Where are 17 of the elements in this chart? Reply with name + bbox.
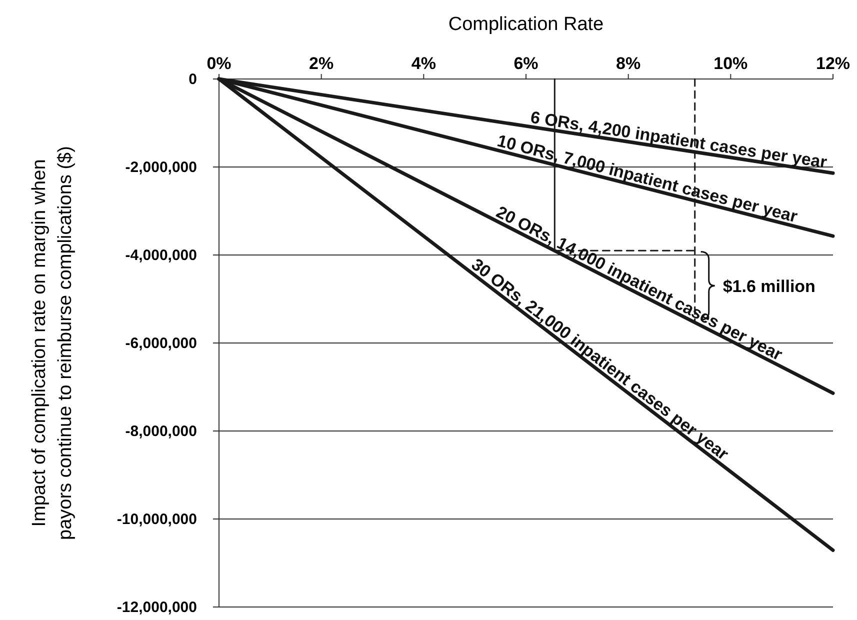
- y-tick-label: 0: [188, 71, 197, 88]
- x-tick-label: 10%: [714, 54, 748, 73]
- y-tick-label: -6,000,000: [125, 335, 197, 352]
- x-axis-title: Complication Rate: [448, 14, 604, 35]
- y-tick-label: -12,000,000: [116, 599, 197, 616]
- x-tick-label: 2%: [309, 54, 334, 73]
- y-tick-label: -4,000,000: [125, 247, 197, 264]
- y-tick-label: -8,000,000: [125, 423, 197, 440]
- x-tick-label: 12%: [816, 54, 850, 73]
- annotation: $1.6 million: [722, 276, 816, 296]
- x-tick-label: 4%: [411, 54, 436, 73]
- y-tick-label: -2,000,000: [125, 159, 197, 176]
- x-tick-label: 6%: [514, 54, 538, 73]
- y-tick-label: -10,000,000: [116, 511, 197, 528]
- x-tick-label: 0%: [206, 54, 232, 73]
- x-tick-label: 8%: [616, 54, 641, 73]
- y-axis-title: Impact of complication rate on margin when payors continue to reimburse complications ($): [29, 146, 76, 540]
